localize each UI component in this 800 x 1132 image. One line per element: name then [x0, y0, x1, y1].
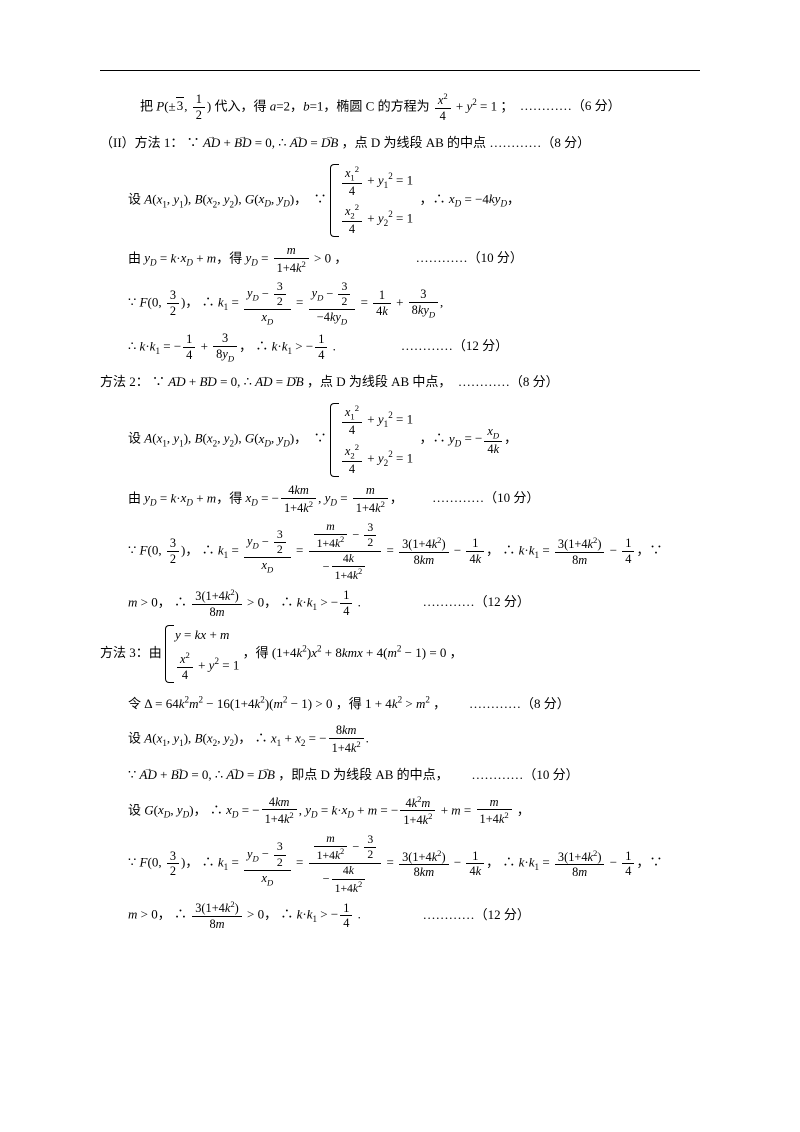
t: =2， [276, 98, 303, 113]
line-12: 方法 3：由 y = kx + m x24 + y2 = 1 ，得 (1+4k2… [100, 623, 700, 685]
top-rule [100, 70, 700, 71]
line-13: 令 Δ = 64k2m2 − 16(1+4k2)(m2 − 1) > 0 ，得 … [100, 689, 700, 719]
t: ， [433, 696, 446, 711]
t: ，得 [216, 250, 245, 265]
score-8b: …………（8 分） [458, 367, 559, 397]
score-8c: …………（8 分） [469, 689, 570, 719]
t: ，得 [336, 696, 365, 711]
line-18: m > 0， ∴ 3(1+4k2)8m > 0， ∴ k·k1 > −14 . … [100, 899, 700, 932]
t: ， [507, 191, 520, 206]
line-10: ∵ F(0, 32)， ∴ k1 = yD − 32xD = m1+4k2 − … [100, 520, 700, 583]
t: =1，椭圆 C 的方程为 [310, 98, 433, 113]
line-1: 把 P(±3, 12) 代入，得 a=2，b=1，椭圆 C 的方程为 x24 +… [100, 91, 700, 124]
t: ，点 D 为线段 AB 的中点 [342, 135, 486, 150]
line-2: （II）方法 1： ∵ AD + BD = 0, ∴ AD = DB ，点 D … [100, 128, 700, 158]
t: ，点 D 为线段 AB 中点， [307, 374, 451, 389]
t: 由 [128, 250, 144, 265]
t: ，即点 D 为线段 AB 的中点， [278, 767, 448, 782]
t: 设 [128, 730, 144, 745]
t: ， [185, 855, 198, 870]
score-12: …………（12 分） [401, 331, 508, 361]
line-16: 设 G(xD, yD)， ∴ xD = −4km1+4k2, yD = k·xD… [100, 794, 700, 829]
line-14: 设 A(x1, y1), B(x2, y2)， ∴ x1 + x2 = −8km… [100, 723, 700, 756]
score-8: …………（8 分） [489, 128, 590, 158]
t: 代入，得 [214, 98, 269, 113]
t: 设 [128, 802, 144, 817]
t: 方法 3：由 [100, 645, 165, 660]
line-8: 设 A(x1, y1), B(x2, y2), G(xD, yD)， ∵ x12… [100, 401, 700, 479]
line-4: 由 yD = k·xD + m，得 yD = m1+4k2 > 0 ， …………… [100, 243, 700, 276]
line-3: 设 A(x1, y1), B(x2, y2), G(xD, yD)， ∵ x12… [100, 162, 700, 240]
t: ， [194, 802, 207, 817]
t: ， [185, 542, 198, 557]
t: 由 [128, 490, 144, 505]
score-10c: …………（10 分） [471, 760, 578, 790]
t: ， [158, 594, 171, 609]
t: ，得 [243, 645, 272, 660]
line-17: ∵ F(0, 32)， ∴ k1 = yD − 32xD = m1+4k2 − … [100, 832, 700, 895]
line-5: ∵ F(0, 32)， ∴ k1 = yD − 32xD = yD − 32−4… [100, 280, 700, 327]
line-15: ∵ AD + BD = 0, ∴ AD = DB ，即点 D 为线段 AB 的中… [100, 760, 700, 790]
line-11: m > 0， ∴ 3(1+4k2)8m > 0， ∴ k·k1 > −14 . … [100, 587, 700, 620]
t: ， [450, 645, 463, 660]
t: ， [517, 802, 530, 817]
t: 令 [128, 696, 144, 711]
score-6: …………（6 分） [520, 91, 621, 121]
t: ， [238, 730, 251, 745]
t: （II）方法 1： [100, 135, 183, 150]
t: ， [239, 338, 252, 353]
t: 把 [140, 98, 156, 113]
score-12c: …………（12 分） [423, 900, 530, 930]
t: ； [500, 98, 513, 113]
t: 设 [128, 191, 144, 206]
t: 设 [128, 431, 144, 446]
t: ， [334, 250, 347, 265]
t: 方法 2： [100, 374, 149, 389]
line-7: 方法 2： ∵ AD + BD = 0, ∴ AD = DB ，点 D 为线段 … [100, 367, 700, 397]
t: ，得 [216, 490, 245, 505]
t: ， [294, 191, 307, 206]
line-6: ∴ k·k1 = −14 + 38yD， ∴ k·k1 > −14 . …………… [100, 331, 700, 364]
t: . [329, 338, 336, 353]
line-9: 由 yD = k·xD + m，得 xD = −4km1+4k2, yD = m… [100, 483, 700, 516]
t: . [354, 594, 361, 609]
score-10: …………（10 分） [416, 243, 523, 273]
score-12b: …………（12 分） [423, 587, 530, 617]
t: ， [185, 294, 198, 309]
score-10b: …………（10 分） [432, 483, 539, 513]
